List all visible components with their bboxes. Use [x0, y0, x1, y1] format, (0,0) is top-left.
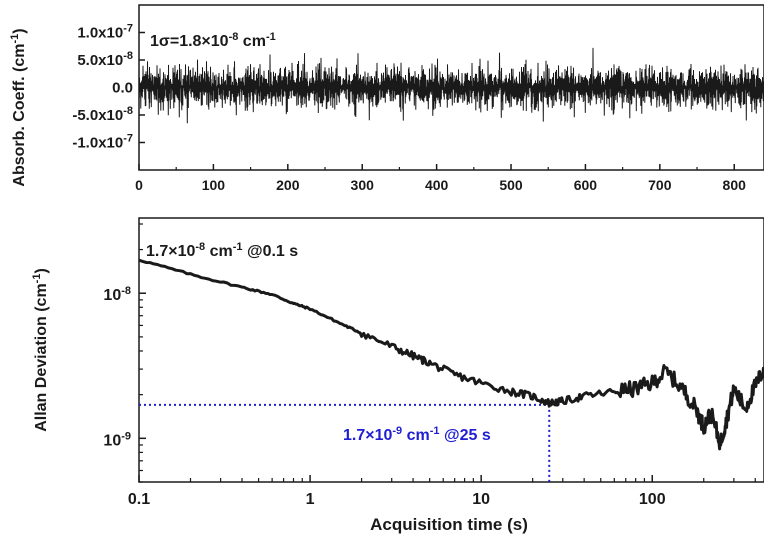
allan-x-tick-label: 0.1 [128, 491, 150, 508]
allan-y-ticks: 10-8 10-9 [103, 223, 146, 483]
noise-x-tick-label: 800 [723, 177, 747, 193]
noise-x-tick-label: 500 [499, 177, 523, 193]
noise-x-tick-label: 0 [135, 177, 143, 193]
noise-x-ticks: 0 100 200 300 400 500 600 700 800 [135, 164, 746, 193]
allan-panel: 0.1 1 10 100 10-810-9 1.7×10-8 cm-1 @0.1 s … [31, 217, 764, 508]
noise-y-tick-label: -1.0x10-7 [72, 133, 133, 152]
allan-y-tick-label: 10-9 [103, 430, 131, 449]
noise-y-tick-label: -5.0x10-8 [72, 105, 133, 124]
noise-x-tick-label: 300 [351, 177, 375, 193]
noise-x-tick-label: 600 [574, 177, 598, 193]
noise-y-tick-label: 0.0 [112, 80, 133, 97]
x-axis-label: Acquisition time (s) [370, 515, 528, 534]
allan-deviation-line [138, 258, 764, 451]
noise-x-tick-label: 400 [425, 177, 449, 193]
noise-y-ticks: 1.0x10-7 5.0x10-8 0.0 -5.0x10-8 -1.0x10-7 [72, 23, 145, 152]
sigma-annotation: 1σ=1.8×10-8 cm-1 [150, 31, 276, 50]
noise-x-tick-label: 100 [202, 177, 226, 193]
allan-y-axis-label: Allan Deviation (cm-1) [31, 268, 50, 432]
noise-y-tick-label: 1.0x10-7 [77, 23, 133, 42]
noise-x-tick-label: 200 [276, 177, 300, 193]
noise-panel: 0 100 200 300 400 500 600 700 800 1.0x10-7 5.0x10… [9, 4, 764, 193]
allan-x-tick-label: 100 [639, 491, 666, 508]
noise-x-tick-label: 700 [648, 177, 672, 193]
noise-y-tick-label: 5.0x10-8 [77, 50, 133, 69]
allan-y-tick-label: 10-8 [103, 285, 131, 304]
noise-y-axis-label: Absorb. Coeff. (cm-1) [9, 28, 28, 186]
noise-series-line [138, 47, 764, 124]
allan-x-ticks: 0.1 1 10 100 [128, 475, 756, 508]
allan-x-tick-label: 10 [472, 491, 490, 508]
allan-minimum-annotation: 1.7×10-9 cm-1 @25 s [343, 425, 491, 444]
allan-start-annotation: 1.7×10-8 cm-1 @0.1 s [146, 241, 298, 260]
allan-x-tick-label: 1 [306, 491, 315, 508]
allan-plot-frame [138, 217, 764, 483]
